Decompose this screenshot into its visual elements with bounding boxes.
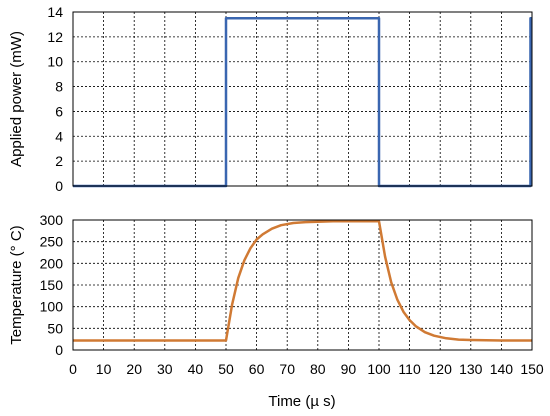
time-x-tick-label: 40 (188, 361, 204, 377)
power-plot-frame (72, 11, 533, 187)
time-x-tick-label: 150 (520, 361, 544, 377)
power-y-tick-label: 12 (47, 29, 63, 45)
temperature-panel: 0 50 100 150 200 250 300 0 10 20 30 40 50 60 70 80 90 10… (8, 212, 544, 410)
temperature-y-axis-label: Temperature (° C) (8, 225, 25, 344)
power-y-tick-label: 4 (55, 128, 63, 144)
temperature-y-ticks: 0 50 100 150 200 250 300 (40, 212, 64, 358)
time-x-tick-label: 100 (367, 361, 391, 377)
time-x-tick-label: 50 (218, 361, 234, 377)
time-x-tick-label: 10 (96, 361, 112, 377)
time-x-tick-label: 140 (490, 361, 514, 377)
power-y-ticks: 0 2 4 6 8 10 12 14 (47, 4, 63, 194)
temperature-y-tick-label: 100 (40, 299, 64, 315)
time-x-tick-label: 90 (341, 361, 357, 377)
time-x-tick-label: 80 (310, 361, 326, 377)
time-x-tick-label: 0 (69, 361, 77, 377)
power-y-tick-label: 0 (55, 178, 63, 194)
power-series (73, 16, 532, 188)
power-grid (73, 12, 532, 186)
temperature-series-line (73, 220, 532, 342)
power-y-tick-label: 2 (55, 153, 63, 169)
temperature-grid (73, 220, 532, 350)
power-y-tick-label: 14 (47, 4, 63, 20)
time-x-tick-label: 120 (429, 361, 453, 377)
temperature-y-tick-label: 300 (40, 212, 64, 228)
temperature-y-tick-label: 50 (47, 320, 63, 336)
time-x-tick-label: 20 (126, 361, 142, 377)
time-x-ticks: 0 10 20 30 40 50 60 70 80 90 100 110 120 130 140 150 (69, 361, 544, 377)
time-x-tick-label: 60 (249, 361, 265, 377)
temperature-plot-frame (72, 219, 533, 351)
power-y-tick-label: 6 (55, 103, 63, 119)
time-x-tick-label: 130 (459, 361, 483, 377)
power-y-tick-label: 8 (55, 79, 63, 95)
temperature-y-tick-label: 0 (55, 342, 63, 358)
time-x-tick-label: 30 (157, 361, 173, 377)
temperature-y-tick-label: 200 (40, 255, 64, 271)
power-y-tick-label: 10 (47, 54, 63, 70)
power-y-axis-label: Applied power (mW) (8, 31, 25, 167)
time-x-tick-label: 70 (279, 361, 295, 377)
temperature-y-tick-label: 250 (40, 234, 64, 250)
power-series-line (73, 16, 532, 188)
power-panel: 0 2 4 6 8 10 12 14 Applied power (mW) (8, 4, 533, 194)
temperature-series (73, 220, 532, 342)
temperature-y-tick-label: 150 (40, 277, 64, 293)
time-x-axis-label: Time (µ s) (268, 393, 335, 410)
time-x-tick-label: 110 (398, 361, 421, 377)
